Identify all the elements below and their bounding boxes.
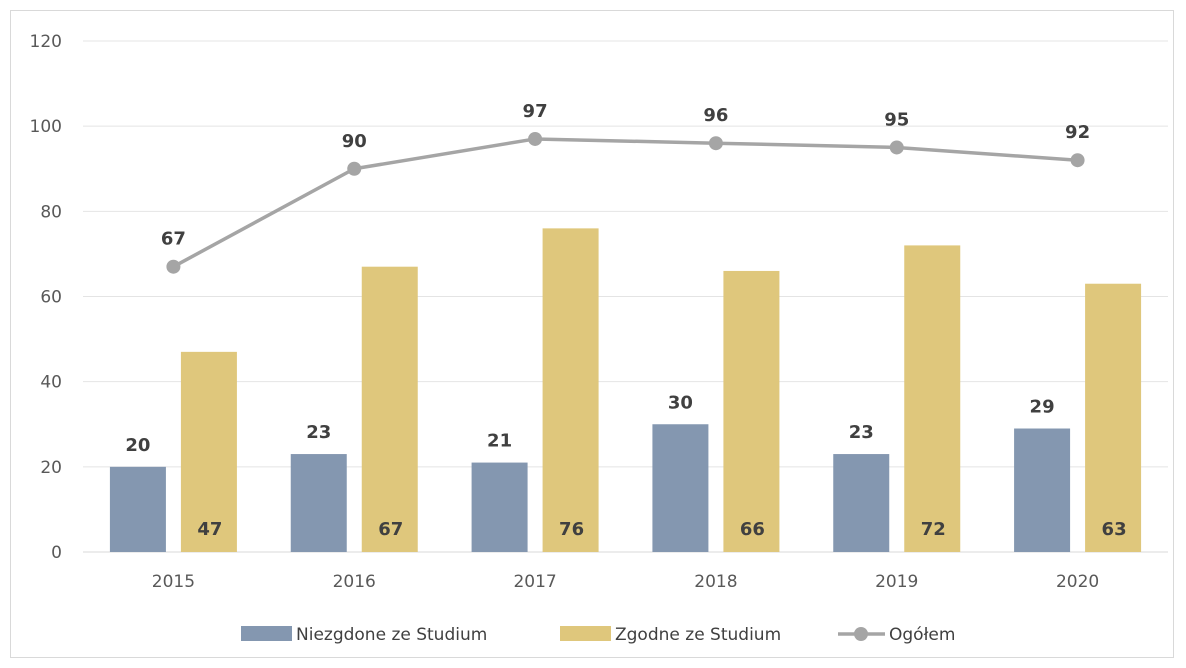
bar-zgodne-2015 (180, 351, 237, 552)
data-label-ogolem-2020: 92 (1065, 122, 1090, 143)
x-tick-label-2017: 2017 (513, 572, 556, 592)
data-label-ogolem-2019: 95 (884, 109, 909, 130)
line-point-2020 (1070, 153, 1085, 168)
line-point-2019 (889, 140, 904, 155)
x-tick-label-2016: 2016 (333, 572, 376, 592)
x-tick-label-2015: 2015 (152, 572, 195, 592)
data-label-zgodne-2018: 66 (740, 519, 765, 540)
data-label-ogolem-2016: 90 (342, 131, 367, 152)
data-label-niezgodne-2020: 29 (1030, 397, 1055, 418)
bar-niezgodne-2020 (1014, 428, 1071, 552)
line-series-ogolem (172, 137, 1078, 269)
y-tick-label-80: 80 (40, 202, 62, 222)
total-line (166, 131, 1085, 274)
y-tick-label-100: 100 (30, 117, 62, 137)
legend-label-niezgodne: Niezgdone ze Studium (296, 625, 487, 645)
bar-zgodne-2019 (904, 245, 961, 552)
data-label-zgodne-2017: 76 (559, 519, 584, 540)
bar-zgodne-2018 (723, 270, 780, 552)
legend: Niezgdone ze Studium Zgodne ze Studium Ogó… (241, 625, 955, 645)
x-axis-ticks: 2015 2016 2017 2018 2019 2020 (152, 572, 1099, 592)
y-tick-label-0: 0 (51, 543, 62, 563)
gridlines (83, 40, 1168, 553)
bars (109, 228, 1142, 552)
bar-niezgodne-2015 (109, 466, 166, 552)
y-tick-label-40: 40 (40, 373, 62, 393)
legend-swatch-niezgodne (241, 626, 292, 641)
data-label-zgodne-2020: 63 (1102, 519, 1127, 540)
x-tick-label-2018: 2018 (694, 572, 737, 592)
data-labels: 20 47 23 67 21 76 30 66 23 72 29 63 67 90 97 96 95 92 (125, 101, 1126, 540)
bar-niezgodne-2019 (833, 454, 890, 552)
line-point-2016 (347, 161, 362, 176)
data-label-niezgodne-2018: 30 (668, 392, 693, 413)
x-tick-label-2020: 2020 (1056, 572, 1099, 592)
legend-swatch-zgodne (560, 626, 611, 641)
bar-niezgodne-2016 (290, 454, 347, 552)
data-label-zgodne-2019: 72 (921, 519, 946, 540)
bar-zgodne-2020 (1085, 283, 1142, 552)
bar-niezgodne-2018 (652, 424, 709, 552)
data-label-niezgodne-2019: 23 (849, 422, 874, 443)
data-label-niezgodne-2017: 21 (487, 431, 512, 452)
line-point-2015 (166, 259, 181, 274)
data-label-niezgodne-2016: 23 (306, 422, 331, 443)
bar-zgodne-2016 (361, 266, 418, 552)
bar-zgodne-2017 (542, 228, 599, 552)
legend-label-zgodne: Zgodne ze Studium (615, 625, 781, 645)
bar-niezgodne-2017 (471, 462, 528, 552)
legend-label-ogolem: Ogółem (889, 625, 955, 645)
data-label-zgodne-2016: 67 (378, 519, 403, 540)
line-point-2017 (528, 131, 543, 146)
x-tick-label-2019: 2019 (875, 572, 918, 592)
y-tick-label-20: 20 (40, 458, 62, 478)
data-label-ogolem-2015: 67 (161, 229, 186, 250)
data-label-niezgodne-2015: 20 (125, 435, 150, 456)
y-tick-label-60: 60 (40, 288, 62, 308)
legend-swatch-marker-ogolem (854, 627, 868, 641)
data-label-ogolem-2018: 96 (703, 105, 728, 126)
line-point-2018 (708, 136, 723, 151)
y-tick-label-120: 120 (30, 32, 62, 52)
data-label-zgodne-2015: 47 (197, 519, 222, 540)
y-axis-ticks: 0 20 40 60 80 100 120 (30, 32, 62, 563)
data-label-ogolem-2017: 97 (523, 101, 548, 122)
